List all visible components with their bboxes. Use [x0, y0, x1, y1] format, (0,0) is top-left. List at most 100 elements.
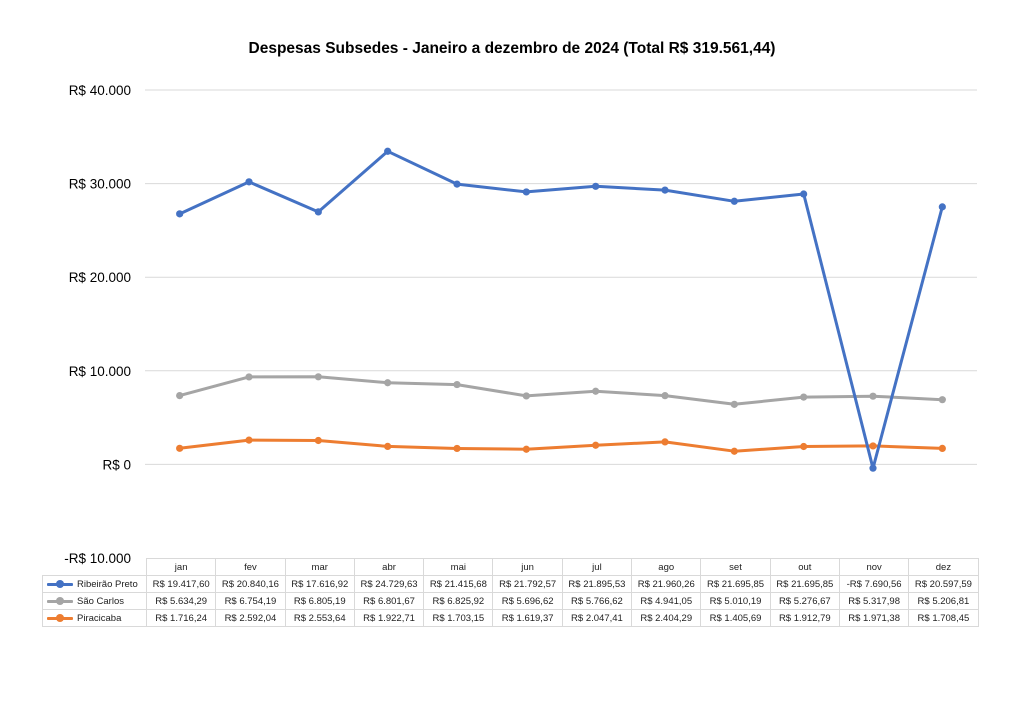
data-label: R$ 5.766,62	[561, 592, 633, 610]
x-tick-label: set	[700, 558, 771, 576]
data-point	[869, 442, 877, 450]
series-ribeirao-preto	[176, 147, 946, 472]
data-point	[245, 178, 253, 186]
data-label: R$ 4.941,05	[631, 592, 702, 610]
legend-label: Piracicaba	[77, 612, 122, 624]
legend-entry: Piracicaba	[42, 609, 147, 627]
x-tick-label: fev	[215, 558, 286, 576]
data-point	[592, 182, 600, 190]
y-tick-label: R$ 10.000	[69, 364, 131, 379]
data-label: R$ 1.971,38	[838, 609, 910, 627]
x-tick-label: ago	[631, 558, 702, 576]
table-row: São Carlos R$ 5.634,29 R$ 6.754,19 R$ 6.805…	[42, 592, 979, 610]
table-row: Ribeirão Preto R$ 19.417,60 R$ 20.840,16 R$…	[42, 575, 979, 593]
data-label: R$ 20.597,59	[908, 575, 979, 593]
data-label: R$ 2.047,41	[561, 609, 633, 627]
data-label: R$ 5.010,19	[700, 592, 771, 610]
legend-marker-icon	[47, 596, 73, 606]
data-label: R$ 6.825,92	[423, 592, 494, 610]
data-label: R$ 2.592,04	[215, 609, 286, 627]
data-point	[245, 436, 253, 444]
data-point	[384, 147, 392, 155]
data-label: R$ 21.695,85	[769, 575, 840, 593]
data-label: R$ 19.417,60	[145, 575, 217, 593]
data-label: R$ 5.317,98	[838, 592, 910, 610]
data-label: R$ 21.695,85	[700, 575, 771, 593]
data-point	[522, 188, 530, 196]
data-label: R$ 6.805,19	[284, 592, 355, 610]
y-tick-label: R$ 20.000	[69, 270, 131, 285]
series-sao-carlos	[176, 373, 946, 408]
data-label: R$ 1.708,45	[908, 609, 979, 627]
data-point	[314, 436, 322, 445]
x-tick-label: dez	[908, 558, 979, 576]
data-label: R$ 20.840,16	[215, 575, 286, 593]
data-point	[661, 186, 669, 194]
data-point	[938, 203, 946, 211]
x-tick-label: jan	[145, 558, 217, 576]
data-point	[592, 387, 600, 395]
data-point	[453, 444, 461, 453]
data-point	[522, 392, 530, 400]
data-point	[730, 400, 738, 408]
gridlines	[145, 89, 977, 465]
legend-label: Ribeirão Preto	[77, 578, 138, 590]
data-label: R$ 5.634,29	[145, 592, 217, 610]
data-table: jan fev mar abr mai jun jul ago set out nov dez Ribe…	[42, 558, 979, 627]
data-label: R$ 5.206,81	[908, 592, 979, 610]
data-point	[661, 392, 669, 400]
data-label: R$ 1.619,37	[492, 609, 563, 627]
data-point	[453, 380, 461, 389]
data-label: -R$ 7.690,56	[838, 575, 910, 593]
data-point	[938, 444, 946, 453]
data-label: R$ 5.696,62	[492, 592, 563, 610]
data-point	[800, 190, 808, 198]
series-lines	[176, 147, 946, 472]
y-tick-label: R$ 0	[102, 457, 131, 472]
table-row: Piracicaba R$ 1.716,24 R$ 2.592,04 R$ 2.553…	[42, 609, 979, 627]
data-label: R$ 1.703,15	[423, 609, 494, 627]
y-tick-label: R$ 30.000	[69, 177, 131, 192]
data-point	[384, 442, 392, 451]
data-label: R$ 2.404,29	[631, 609, 702, 627]
data-point	[245, 373, 253, 381]
data-point	[730, 447, 738, 455]
data-point	[176, 210, 184, 218]
x-tick-label: mai	[423, 558, 494, 576]
series-line	[179, 149, 944, 470]
data-label: R$ 17.616,92	[284, 575, 355, 593]
series-piracicaba	[176, 436, 946, 455]
data-label: R$ 1.912,79	[769, 609, 840, 627]
data-label: R$ 21.792,57	[492, 575, 563, 593]
data-point	[800, 442, 808, 451]
data-point	[453, 180, 461, 188]
data-label: R$ 21.415,68	[423, 575, 494, 593]
series-line	[179, 438, 943, 453]
data-point	[869, 464, 877, 472]
x-tick-label: mar	[284, 558, 355, 576]
data-point	[592, 441, 600, 449]
data-point	[730, 197, 738, 205]
data-label: R$ 1.405,69	[700, 609, 771, 627]
data-point	[800, 393, 808, 401]
data-label: R$ 2.553,64	[284, 609, 355, 627]
y-tick-label: R$ 40.000	[69, 83, 131, 98]
data-label: R$ 1.716,24	[145, 609, 217, 627]
table-corner	[42, 558, 147, 576]
data-point	[522, 445, 530, 453]
x-tick-label: out	[769, 558, 840, 576]
legend-marker-icon	[47, 579, 73, 589]
data-point	[176, 391, 184, 400]
data-label: R$ 6.801,67	[353, 592, 425, 610]
legend-label: São Carlos	[77, 595, 124, 607]
data-point	[661, 438, 669, 446]
legend-marker-icon	[47, 613, 73, 623]
legend-entry: Ribeirão Preto	[42, 575, 147, 593]
data-label: R$ 6.754,19	[215, 592, 286, 610]
table-header-row: jan fev mar abr mai jun jul ago set out nov dez	[42, 558, 979, 576]
x-tick-label: nov	[838, 558, 910, 576]
legend-entry: São Carlos	[42, 592, 147, 610]
x-tick-label: jul	[561, 558, 633, 576]
data-point	[314, 208, 322, 216]
